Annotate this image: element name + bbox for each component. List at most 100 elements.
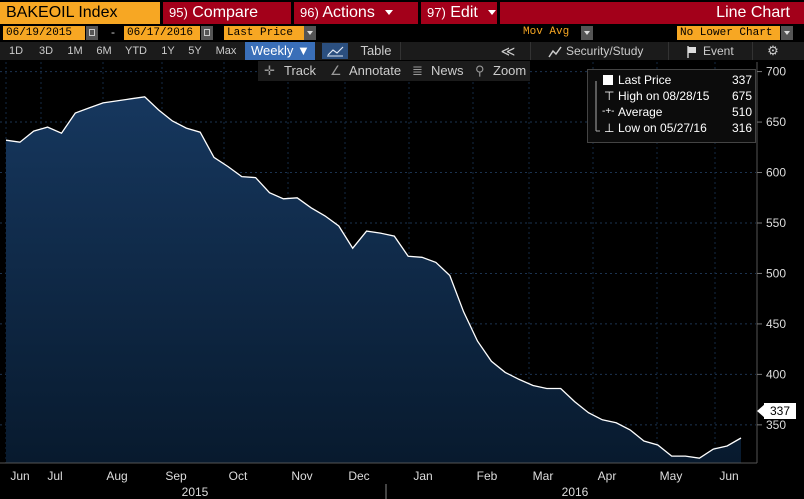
security-study-icon bbox=[548, 45, 562, 63]
chart-legend: Last Price 337 ⊤ High on 08/28/15 675 -+… bbox=[587, 69, 756, 143]
x-month-label: Feb bbox=[477, 469, 498, 483]
x-axis-panel bbox=[0, 463, 804, 499]
y-tick-label: 650 bbox=[766, 115, 786, 129]
y-tick-label: 350 bbox=[766, 418, 786, 432]
security-ticker[interactable]: BAKEOIL Index bbox=[0, 2, 160, 24]
actions-label: Actions bbox=[322, 4, 375, 21]
period-1m[interactable]: 1M bbox=[67, 45, 83, 57]
security-study-button[interactable]: Security/Study bbox=[566, 44, 644, 58]
chevron-down-icon bbox=[385, 10, 394, 16]
x-month-label: Jun bbox=[719, 469, 738, 483]
y-tick-label: 600 bbox=[766, 166, 786, 180]
news-icon: ≣ bbox=[412, 63, 423, 78]
period-1d[interactable]: 1D bbox=[8, 45, 24, 57]
legend-high-label: High on 08/28/15 bbox=[618, 89, 710, 103]
event-button[interactable]: Event bbox=[703, 44, 734, 58]
toolbar-divider bbox=[400, 42, 401, 60]
x-month-label: Dec bbox=[348, 469, 369, 483]
zoom-tool[interactable]: Zoom bbox=[493, 63, 527, 78]
chevron-down-icon[interactable] bbox=[581, 26, 593, 40]
last-price-badge: 337 bbox=[764, 403, 796, 419]
legend-last-price-label: Last Price bbox=[618, 73, 672, 87]
start-date-field[interactable]: 06/19/2015 bbox=[3, 26, 85, 40]
x-month-label: Aug bbox=[106, 469, 127, 483]
y-tick-label: 550 bbox=[766, 216, 786, 230]
compare-label: Compare bbox=[192, 4, 259, 21]
x-month-label: Sep bbox=[165, 469, 187, 483]
x-month-label: Mar bbox=[533, 469, 554, 483]
toolbar bbox=[0, 42, 804, 60]
edit-label: Edit bbox=[450, 4, 478, 21]
line-chart-icon[interactable] bbox=[322, 43, 348, 59]
y-axis-panel bbox=[756, 62, 804, 463]
flag-icon bbox=[686, 45, 698, 63]
toolbar-divider bbox=[752, 42, 753, 60]
legend-last-price-value: 337 bbox=[731, 73, 752, 87]
chevron-down-icon[interactable] bbox=[781, 26, 793, 40]
x-year-label: 2016 bbox=[562, 485, 589, 499]
magnifier-icon: ⚲ bbox=[475, 63, 485, 78]
y-tick-label: 450 bbox=[766, 317, 786, 331]
x-month-label: Jun bbox=[10, 469, 29, 483]
toolbar-divider bbox=[530, 42, 531, 60]
chart-type-title: Line Chart bbox=[500, 2, 804, 24]
chevron-down-icon[interactable] bbox=[304, 26, 316, 40]
chart-tools-bar bbox=[258, 61, 530, 81]
x-month-label: Jul bbox=[47, 469, 62, 483]
compare-number: 95) bbox=[169, 5, 188, 20]
high-marker-icon: ⊤ bbox=[604, 89, 615, 103]
track-tool[interactable]: Track bbox=[284, 63, 317, 78]
actions-menu[interactable]: 96) Actions bbox=[294, 2, 418, 24]
x-month-label: Jan bbox=[413, 469, 432, 483]
range-dash: - bbox=[111, 25, 115, 39]
x-axis: Jun Jul Aug Sep Oct Nov Dec Jan Feb Mar Apr May Jun 2… bbox=[10, 469, 739, 499]
last-price-swatch bbox=[603, 75, 613, 85]
x-month-label: Nov bbox=[291, 469, 312, 483]
pencil-icon: ∠ bbox=[330, 63, 342, 78]
y-tick-label: 500 bbox=[766, 266, 786, 280]
period-1y[interactable]: 1Y bbox=[161, 45, 175, 57]
compare-button[interactable]: 95) Compare bbox=[163, 2, 291, 24]
calendar-icon[interactable] bbox=[201, 26, 213, 40]
crosshair-icon: ✛ bbox=[264, 63, 275, 78]
legend-average-value: 510 bbox=[731, 105, 752, 119]
annotate-tool[interactable]: Annotate bbox=[349, 63, 402, 78]
moving-average-label[interactable]: Mov Avg bbox=[523, 26, 570, 38]
y-tick-label: 700 bbox=[766, 65, 786, 79]
legend-low-label: Low on 05/27/16 bbox=[618, 121, 707, 135]
legend-high-value: 675 bbox=[731, 89, 752, 103]
lower-chart-select[interactable]: No Lower Chart bbox=[677, 26, 780, 40]
average-marker-icon: -+- bbox=[602, 106, 615, 117]
news-tool[interactable]: News bbox=[431, 63, 464, 78]
period-6m[interactable]: 6M bbox=[96, 45, 112, 57]
legend-average-label: Average bbox=[618, 105, 663, 119]
price-field-select[interactable]: Last Price bbox=[224, 26, 304, 40]
period-3d[interactable]: 3D bbox=[38, 45, 54, 57]
y-tick-label: 400 bbox=[766, 367, 786, 381]
price-area bbox=[6, 96, 741, 464]
calendar-icon[interactable] bbox=[86, 26, 98, 40]
legend-bracket bbox=[592, 73, 601, 137]
badge-pointer-icon bbox=[757, 404, 765, 418]
x-month-label: May bbox=[660, 469, 683, 483]
chevron-down-icon bbox=[488, 10, 497, 16]
x-year-label: 2015 bbox=[182, 485, 209, 499]
price-line bbox=[5, 96, 742, 459]
actions-number: 96) bbox=[300, 5, 319, 20]
legend-low-value: 316 bbox=[731, 121, 752, 135]
line-chart-glyph bbox=[327, 46, 344, 57]
x-month-label: Apr bbox=[598, 469, 617, 483]
low-marker-icon: ⊥ bbox=[604, 121, 615, 135]
period-5y[interactable]: 5Y bbox=[188, 45, 202, 57]
end-date-field[interactable]: 06/17/2016 bbox=[124, 26, 200, 40]
x-month-label: Oct bbox=[229, 469, 248, 483]
period-max[interactable]: Max bbox=[215, 45, 237, 57]
period-ytd[interactable]: YTD bbox=[125, 45, 147, 57]
toolbar-divider bbox=[668, 42, 669, 60]
edit-menu[interactable]: 97) Edit bbox=[421, 2, 497, 24]
frequency-select[interactable]: Weekly ▼ bbox=[245, 42, 315, 60]
table-button[interactable]: Table bbox=[360, 43, 392, 58]
gear-icon[interactable]: ⚙ bbox=[767, 43, 779, 58]
edit-number: 97) bbox=[427, 5, 446, 20]
collapse-button[interactable]: ≪ bbox=[500, 43, 516, 59]
